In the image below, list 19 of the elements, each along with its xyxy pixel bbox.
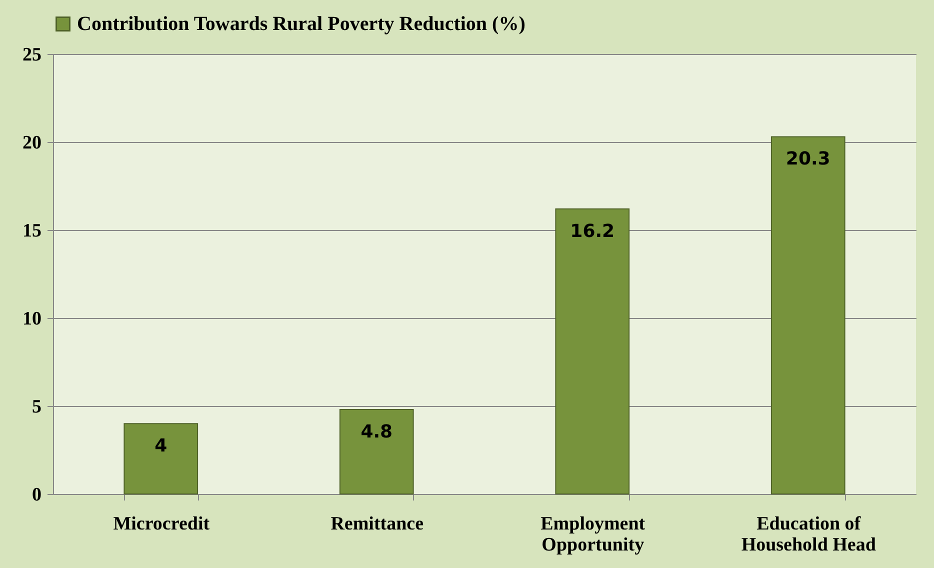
legend-label: Contribution Towards Rural Poverty Reduction (%) bbox=[77, 13, 526, 35]
bar bbox=[339, 409, 414, 494]
y-tick-label: 15 bbox=[22, 220, 42, 242]
y-tick-label: 20 bbox=[22, 132, 42, 154]
bar bbox=[555, 208, 630, 494]
data-label: 20.3 bbox=[786, 148, 830, 170]
x-tick-label: Employment Opportunity bbox=[540, 514, 646, 556]
y-tick-label: 0 bbox=[32, 484, 42, 506]
bar bbox=[770, 136, 846, 494]
data-label: 4 bbox=[154, 436, 168, 457]
y-tick-label: 10 bbox=[22, 308, 42, 330]
x-tick-label: Remittance bbox=[330, 514, 424, 534]
y-tick-label: 25 bbox=[22, 44, 42, 66]
x-tick-label: Microcredit bbox=[113, 514, 210, 534]
x-tick-label: Education of Household Head bbox=[741, 514, 876, 556]
y-tick-label: 5 bbox=[32, 396, 42, 418]
bar bbox=[124, 423, 198, 494]
data-label: 16.2 bbox=[570, 220, 615, 242]
data-label: 4.8 bbox=[360, 422, 393, 443]
